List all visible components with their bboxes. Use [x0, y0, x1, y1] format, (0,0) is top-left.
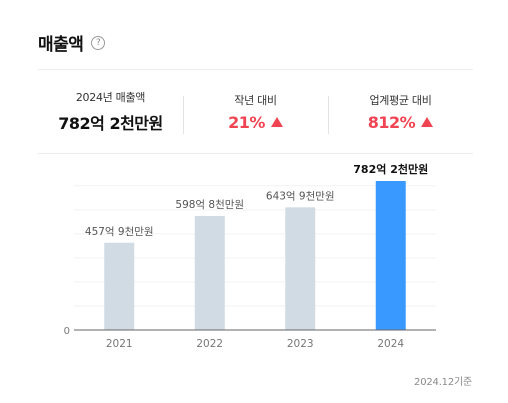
data-label: 643억 9천만원 — [266, 190, 335, 202]
section-header: 매출액 ? — [38, 30, 106, 55]
stat-label: 2024년 매출액 — [75, 91, 146, 104]
x-tick-label: 2021 — [106, 338, 133, 350]
stat-vs-industry: 업계평균 대비 812% — [328, 92, 473, 134]
stat-revenue-2024: 2024년 매출액 782억 2천만원 — [38, 89, 183, 134]
divider-bottom — [38, 153, 473, 154]
stat-label: 작년 대비 — [234, 93, 277, 107]
data-label: 457억 9천만원 — [85, 226, 154, 238]
summary-stats: 2024년 매출액 782억 2천만원 작년 대비 21% 업계평균 대비 81… — [38, 70, 473, 153]
triangle-up-icon — [270, 116, 283, 127]
stat-value-text: 812% — [367, 112, 416, 132]
revenue-bar-chart: 0 457억 9천만원 2021 598억 8천만원 2022 643억 9천만원 2023… — [64, 162, 436, 350]
stat-value-text: 21% — [228, 112, 265, 132]
help-icon[interactable]: ? — [91, 35, 106, 50]
divider-top — [38, 69, 473, 70]
stat-yoy: 작년 대비 21% — [183, 92, 328, 134]
triangle-up-icon — [421, 116, 434, 127]
y-tick-label: 0 — [64, 326, 70, 337]
x-tick-label: 2023 — [287, 338, 314, 350]
stat-value: 782억 2천만원 — [38, 110, 183, 134]
bar-2023 — [285, 207, 316, 330]
x-tick-label: 2024 — [377, 338, 404, 350]
bar-2021 — [104, 242, 135, 330]
stat-value-text: 782억 2천만원 — [58, 114, 163, 133]
stat-label: 업계평균 대비 — [369, 93, 432, 107]
data-label: 598억 8천만원 — [175, 199, 244, 211]
x-tick-label: 2022 — [196, 338, 223, 350]
page-title: 매출액 — [38, 35, 84, 55]
bar-2024 — [375, 181, 406, 330]
bar-2022 — [194, 215, 225, 330]
data-label: 782억 2천만원 — [353, 162, 428, 176]
footnote: 2024.12기준 — [414, 377, 472, 388]
stat-value: 812% — [328, 113, 473, 132]
stat-value: 21% — [183, 113, 328, 132]
